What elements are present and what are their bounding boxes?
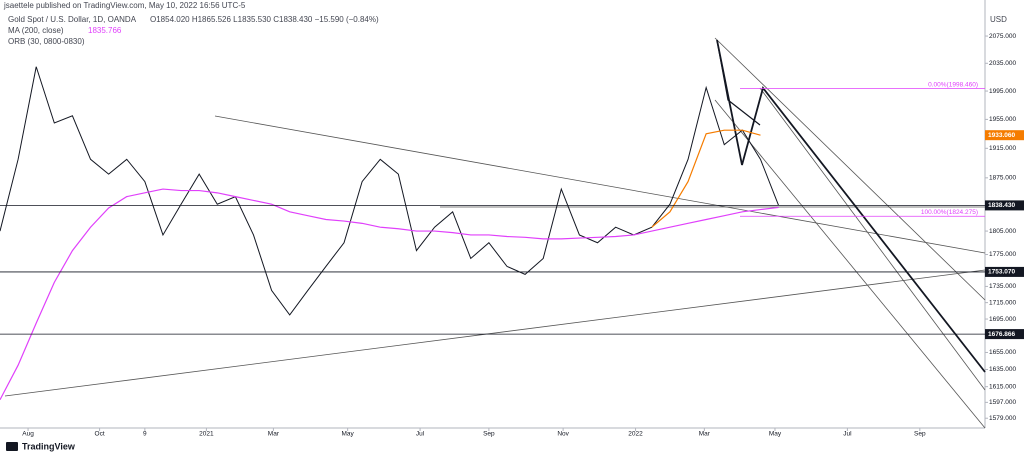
x-tick-label: Sep <box>483 431 495 438</box>
x-tick-label: Oct <box>95 431 105 438</box>
y-tick-label: 1615.000 <box>989 383 1016 390</box>
price-label: 1838.430 <box>988 202 1015 209</box>
channel <box>714 99 986 429</box>
y-tick-label: 1715.000 <box>989 299 1016 306</box>
x-tick-label: 9 <box>143 431 147 438</box>
y-tick-label: 1915.000 <box>989 145 1016 152</box>
legend-entry: ORB (30, 0800-0830) <box>8 37 85 46</box>
channel <box>759 87 986 391</box>
y-tick-label: 1635.000 <box>989 366 1016 373</box>
ohlc: O1854.020 H1865.526 L1835.530 C1838.430 … <box>150 15 379 24</box>
x-tick-label: 2021 <box>199 431 214 438</box>
y-tick-label: 1805.000 <box>989 228 1016 235</box>
y-tick-label: 1955.000 <box>989 116 1016 123</box>
y-tick-label: 1655.000 <box>989 349 1016 356</box>
currency: USD <box>990 15 1007 24</box>
price-label: 1753.070 <box>988 269 1015 276</box>
series-line <box>0 66 780 316</box>
y-tick-label: 1695.000 <box>989 316 1016 323</box>
y-tick-label: 1597.000 <box>989 399 1016 406</box>
x-tick-label: Nov <box>557 431 569 438</box>
x-tick-label: Mar <box>699 431 711 438</box>
x-tick-label: May <box>342 431 355 438</box>
legend-value: 1835.766 <box>88 26 122 35</box>
price-label-box <box>985 266 1024 277</box>
x-tick-label: Aug <box>22 431 34 438</box>
fib-label: 0.00%(1998.460) <box>928 81 978 88</box>
y-tick-label: 1875.000 <box>989 175 1016 182</box>
price-label: 1933.060 <box>988 132 1015 139</box>
x-tick-label: Jul <box>843 431 852 438</box>
x-tick-label: Jul <box>416 431 425 438</box>
price-label-box <box>985 200 1024 211</box>
chart-title: Gold Spot / U.S. Dollar, 1D, OANDA <box>8 15 137 24</box>
price-label-box <box>985 329 1024 340</box>
series-line <box>651 129 761 228</box>
brand[interactable]: TradingView <box>22 441 76 451</box>
fib-label: 100.00%(1824.275) <box>921 209 978 216</box>
logo-icon <box>6 442 18 451</box>
publisher: jsaettele published on TradingView.com, … <box>3 1 246 10</box>
channel <box>714 37 986 301</box>
x-tick-label: May <box>769 431 782 438</box>
y-tick-label: 1995.000 <box>989 88 1016 95</box>
x-tick-label: Mar <box>268 431 280 438</box>
trendlines <box>4 37 986 429</box>
y-tick-label: 1775.000 <box>989 251 1016 258</box>
y-tick-label: 1735.000 <box>989 283 1016 290</box>
series-line <box>0 188 779 401</box>
legend-entry: MA (200, close) <box>8 26 64 35</box>
x-tick-label: 2022 <box>628 431 643 438</box>
y-tick-label: 1579.000 <box>989 415 1016 422</box>
y-tick-label: 2075.000 <box>989 33 1016 40</box>
x-tick-label: Sep <box>914 431 926 438</box>
pattern-line <box>716 39 986 373</box>
trendline <box>4 269 986 397</box>
price-label-box <box>985 130 1024 141</box>
trendline <box>214 115 986 254</box>
price-label: 1676.866 <box>988 331 1015 338</box>
pattern-line <box>716 39 761 126</box>
y-tick-label: 2035.000 <box>989 60 1016 67</box>
